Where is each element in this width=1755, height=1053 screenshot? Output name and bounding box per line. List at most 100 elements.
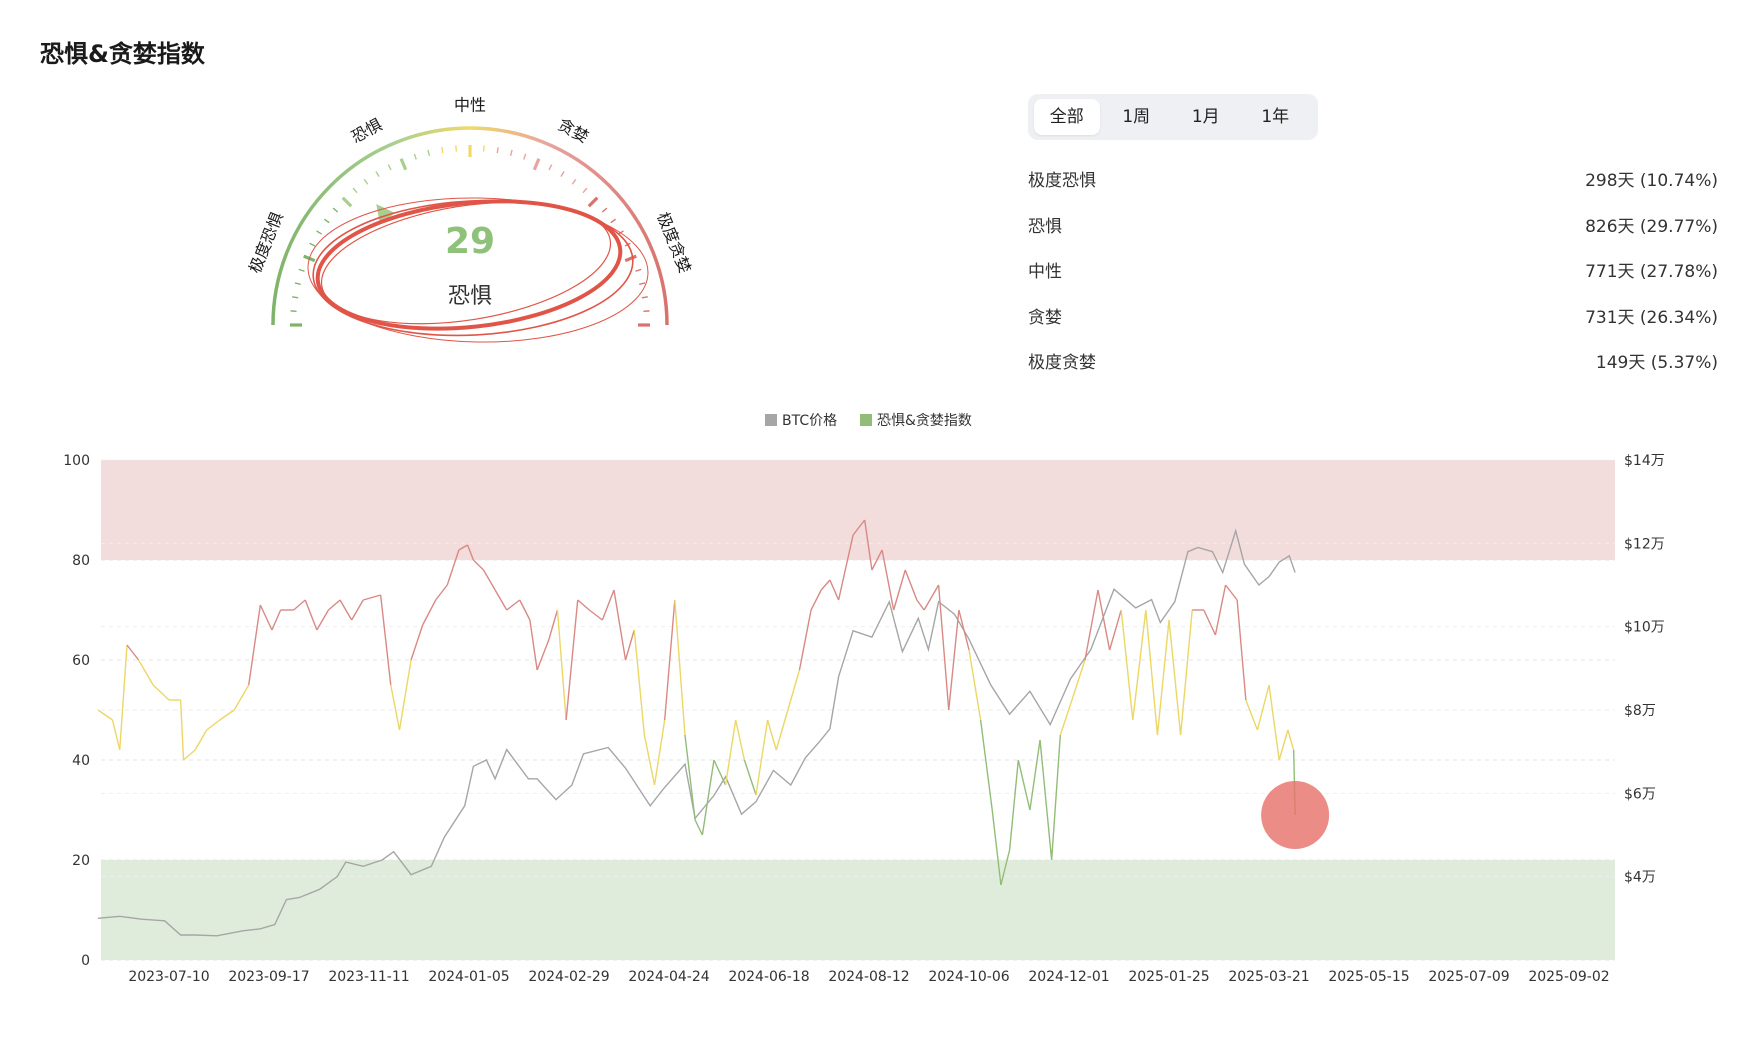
annotation-loop xyxy=(312,199,634,337)
gauge-tick xyxy=(601,207,608,213)
stat-label: 中性 xyxy=(1028,262,1062,283)
sentiment-band xyxy=(101,460,1615,560)
fear-greed-segment xyxy=(871,549,883,571)
x-axis-tick-label: 2023-09-17 xyxy=(228,969,309,985)
fear-greed-segment xyxy=(798,609,812,671)
tab-all[interactable]: 全部 xyxy=(1034,99,1100,135)
stat-row-extreme-fear: 极度恐惧 298天 (10.74%) xyxy=(1028,156,1718,202)
fear-greed-segment xyxy=(588,609,603,621)
fear-greed-segment xyxy=(766,719,777,751)
gauge-tick xyxy=(427,149,431,156)
fear-greed-segment xyxy=(179,699,185,761)
btc-price-line xyxy=(97,528,1296,937)
stat-value: 826天 (29.77%) xyxy=(1585,216,1718,237)
fear-greed-segment xyxy=(1059,699,1073,736)
tab-1-week[interactable]: 1周 xyxy=(1122,107,1151,127)
fear-greed-segment xyxy=(316,609,330,631)
fear-greed-segment xyxy=(937,584,950,711)
annotation-loop xyxy=(307,197,649,343)
gauge-tick xyxy=(582,187,588,194)
tab-1-month[interactable]: 1月 xyxy=(1191,107,1220,127)
fear-greed-segment xyxy=(1071,659,1086,701)
stat-value: 731天 (26.34%) xyxy=(1585,307,1718,328)
annotation-loop xyxy=(320,201,612,325)
x-axis-tick-label: 2023-07-10 xyxy=(128,969,209,985)
x-axis-tick-label: 2025-05-15 xyxy=(1328,969,1409,985)
fear-greed-segment xyxy=(472,559,485,571)
gauge-tick xyxy=(332,207,339,213)
gauge-tick xyxy=(523,153,527,160)
fear-greed-segment xyxy=(624,629,635,661)
sentiment-distribution-list: 极度恐惧 298天 (10.74%) 恐惧 826天 (29.77%) 中性 7… xyxy=(1028,156,1718,384)
gauge-tick xyxy=(532,158,541,171)
x-axis-tick-label: 2025-07-09 xyxy=(1428,969,1509,985)
fear-greed-segment xyxy=(1268,684,1280,761)
fear-greed-segment xyxy=(1008,759,1020,851)
fear-greed-segment xyxy=(1084,589,1099,661)
x-axis-tick-label: 2025-09-02 xyxy=(1528,969,1609,985)
fear-greed-segment xyxy=(674,599,686,736)
fear-greed-segment xyxy=(1245,699,1259,731)
fear-greed-segment xyxy=(327,599,341,611)
gauge-tick xyxy=(548,164,553,171)
fear-greed-segment xyxy=(601,589,615,621)
fear-greed-segment xyxy=(968,649,982,721)
stat-label: 贪婪 xyxy=(1028,307,1062,328)
fear-greed-segment xyxy=(775,709,789,751)
x-axis-tick-label: 2024-01-05 xyxy=(428,969,509,985)
fear-greed-segment xyxy=(379,594,392,686)
right-axis-tick-label: $6万 xyxy=(1624,786,1656,802)
left-axis-tick-label: 20 xyxy=(72,853,90,869)
gauge-tick xyxy=(399,158,408,171)
fear-greed-segment xyxy=(735,719,746,761)
stat-value: 771天 (27.78%) xyxy=(1585,262,1718,283)
fear-greed-segment xyxy=(271,609,282,631)
sentiment-band xyxy=(101,860,1615,960)
fear-greed-segment xyxy=(1000,849,1011,886)
stat-label: 极度贪婪 xyxy=(1028,353,1096,374)
fear-greed-segment xyxy=(724,719,737,786)
fear-greed-segment xyxy=(422,599,437,626)
gauge-zone-label: 中性 xyxy=(454,96,486,115)
gauge-tick xyxy=(316,230,323,235)
fear-greed-segment xyxy=(923,584,940,611)
fear-greed-segment xyxy=(1029,739,1041,811)
fear-greed-segment xyxy=(1256,684,1270,731)
fear-greed-segment xyxy=(219,709,235,721)
right-axis-tick-label: $12万 xyxy=(1624,536,1665,552)
left-axis-tick-label: 40 xyxy=(72,753,90,769)
fear-greed-segment xyxy=(1203,609,1217,636)
right-axis-tick-label: $4万 xyxy=(1624,870,1656,886)
stat-row-fear: 恐惧 826天 (29.77%) xyxy=(1028,202,1718,248)
fear-greed-segment xyxy=(653,719,666,786)
gauge-zone-label: 贪婪 xyxy=(555,115,592,147)
fear-greed-segment xyxy=(577,599,590,611)
fear-greed-segment xyxy=(713,759,727,786)
fear-greed-segment xyxy=(536,639,550,671)
fear-greed-segment xyxy=(259,604,273,631)
gauge-tick xyxy=(323,218,330,224)
fear-greed-segment xyxy=(1214,584,1227,636)
fear-greed-segment xyxy=(248,604,262,686)
right-axis-tick-label: $8万 xyxy=(1624,703,1656,719)
left-axis-tick-label: 80 xyxy=(72,553,90,569)
gauge-tick xyxy=(375,171,380,178)
gauge-tick xyxy=(363,178,369,185)
right-axis-tick-label: $10万 xyxy=(1624,620,1665,636)
gauge-tick xyxy=(610,218,617,224)
legend-swatch xyxy=(860,414,872,426)
fear-greed-segment xyxy=(1097,589,1111,651)
fear-greed-segment xyxy=(1050,734,1062,861)
fear-greed-segment xyxy=(958,609,970,651)
fear-greed-segment xyxy=(1287,729,1295,751)
gauge-tick xyxy=(294,282,301,286)
x-axis-tick-label: 2024-02-29 xyxy=(528,969,609,985)
gauge-tick xyxy=(341,196,353,208)
fear-greed-segment xyxy=(892,569,906,611)
fear-greed-segment xyxy=(663,599,676,721)
fear-greed-segment xyxy=(1168,619,1182,736)
tab-1-year[interactable]: 1年 xyxy=(1261,107,1290,127)
fear-greed-segment xyxy=(837,534,854,601)
fear-greed-segment xyxy=(1156,619,1170,736)
